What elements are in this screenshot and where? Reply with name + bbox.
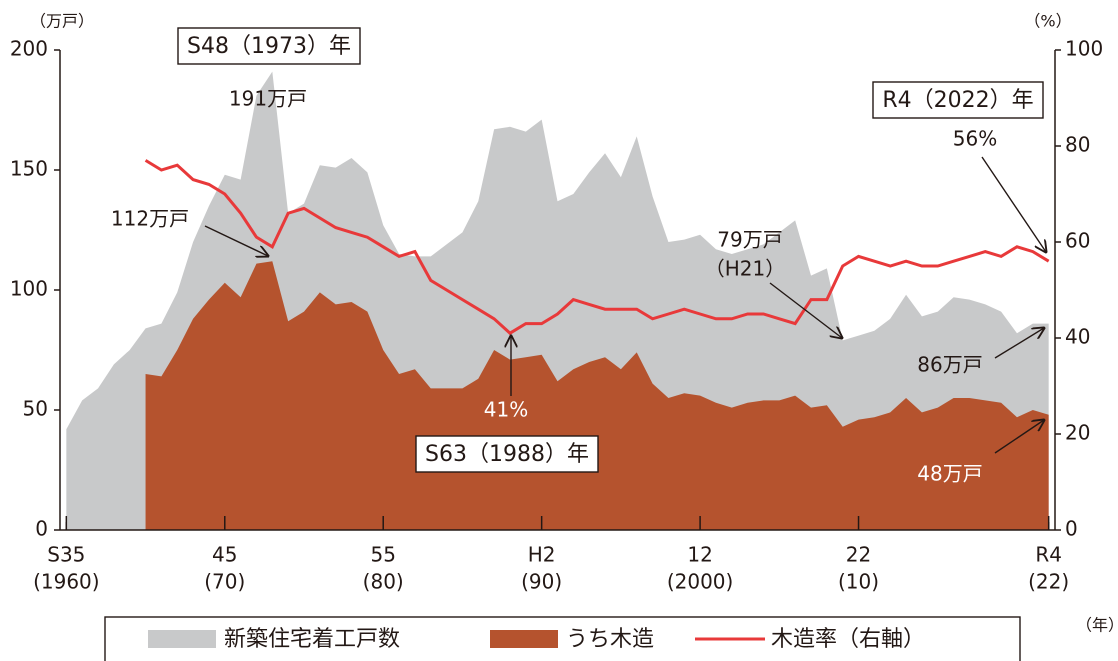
x-label: （年） — [1076, 616, 1118, 635]
y-label: （万戸） — [30, 12, 94, 31]
x-tick-label: R4 — [1035, 543, 1062, 567]
annotation: （H21） — [705, 257, 786, 281]
arrow — [769, 282, 842, 338]
legend-label: 木造率（右軸） — [771, 627, 925, 652]
x-tick-sublabel: (2000) — [667, 570, 734, 594]
x-tick-label: H2 — [528, 543, 556, 567]
legend-label: うち木造 — [566, 627, 654, 652]
x-tick-sublabel: (70) — [204, 570, 245, 594]
annotation: 191万戸 — [229, 87, 307, 111]
y-tick-label: 100 — [10, 277, 48, 301]
x-tick-label: 12 — [687, 543, 712, 567]
y2-tick-label: 60 — [1065, 229, 1090, 253]
x-tick-sublabel: (90) — [521, 570, 562, 594]
legend-swatch — [490, 630, 558, 648]
x-tick-label: 22 — [846, 543, 871, 567]
y2-label: （%） — [1024, 12, 1071, 31]
legend-label: 新築住宅着工戸数 — [224, 627, 400, 652]
arrow — [994, 328, 1044, 359]
plot-area — [65, 71, 1050, 530]
annotation: 48万戸 — [917, 462, 982, 486]
annotation: 56% — [953, 127, 997, 151]
x-tick-label: S35 — [47, 543, 85, 567]
annotation-box — [415, 435, 599, 473]
y2-tick-label: 0 — [1065, 517, 1078, 541]
y-tick-label: 200 — [10, 37, 48, 61]
annotation: R4（2022）年 — [882, 88, 1033, 113]
arrow — [204, 225, 268, 256]
y-tick-label: 0 — [35, 517, 48, 541]
y2-tick-label: 20 — [1065, 421, 1090, 445]
annotation-box — [872, 81, 1044, 119]
annotation: 112万戸 — [111, 207, 189, 231]
annotation: 41% — [484, 398, 528, 422]
x-tick-sublabel: (10) — [838, 570, 879, 594]
annotation: S48（1973）年 — [187, 34, 351, 59]
overlay: （万戸） （%） （年） S48（1973）年 191万戸 R4（2022）年 … — [10, 12, 1118, 661]
legend-swatch — [148, 630, 216, 648]
x-tick-label: 45 — [212, 543, 237, 567]
y2-tick-label: 40 — [1065, 325, 1090, 349]
x-tick-sublabel: (1960) — [33, 570, 100, 594]
line — [144, 159, 1050, 336]
y2-tick-label: 100 — [1065, 37, 1103, 61]
y2-tick-label: 80 — [1065, 133, 1090, 157]
y-tick-label: 150 — [10, 157, 48, 181]
arrow — [994, 420, 1044, 454]
annotation-box — [177, 27, 361, 65]
area — [145, 261, 1049, 530]
y-tick-label: 50 — [23, 397, 48, 421]
annotation: 86万戸 — [917, 353, 982, 377]
x-tick-sublabel: (22) — [1028, 570, 1069, 594]
x-tick-label: 55 — [370, 543, 395, 567]
legend — [104, 616, 1021, 661]
annotation: S63（1988）年 — [425, 442, 589, 467]
arrow — [981, 156, 1046, 252]
annotation: 79万戸 — [717, 228, 782, 252]
x-tick-sublabel: (80) — [363, 570, 404, 594]
